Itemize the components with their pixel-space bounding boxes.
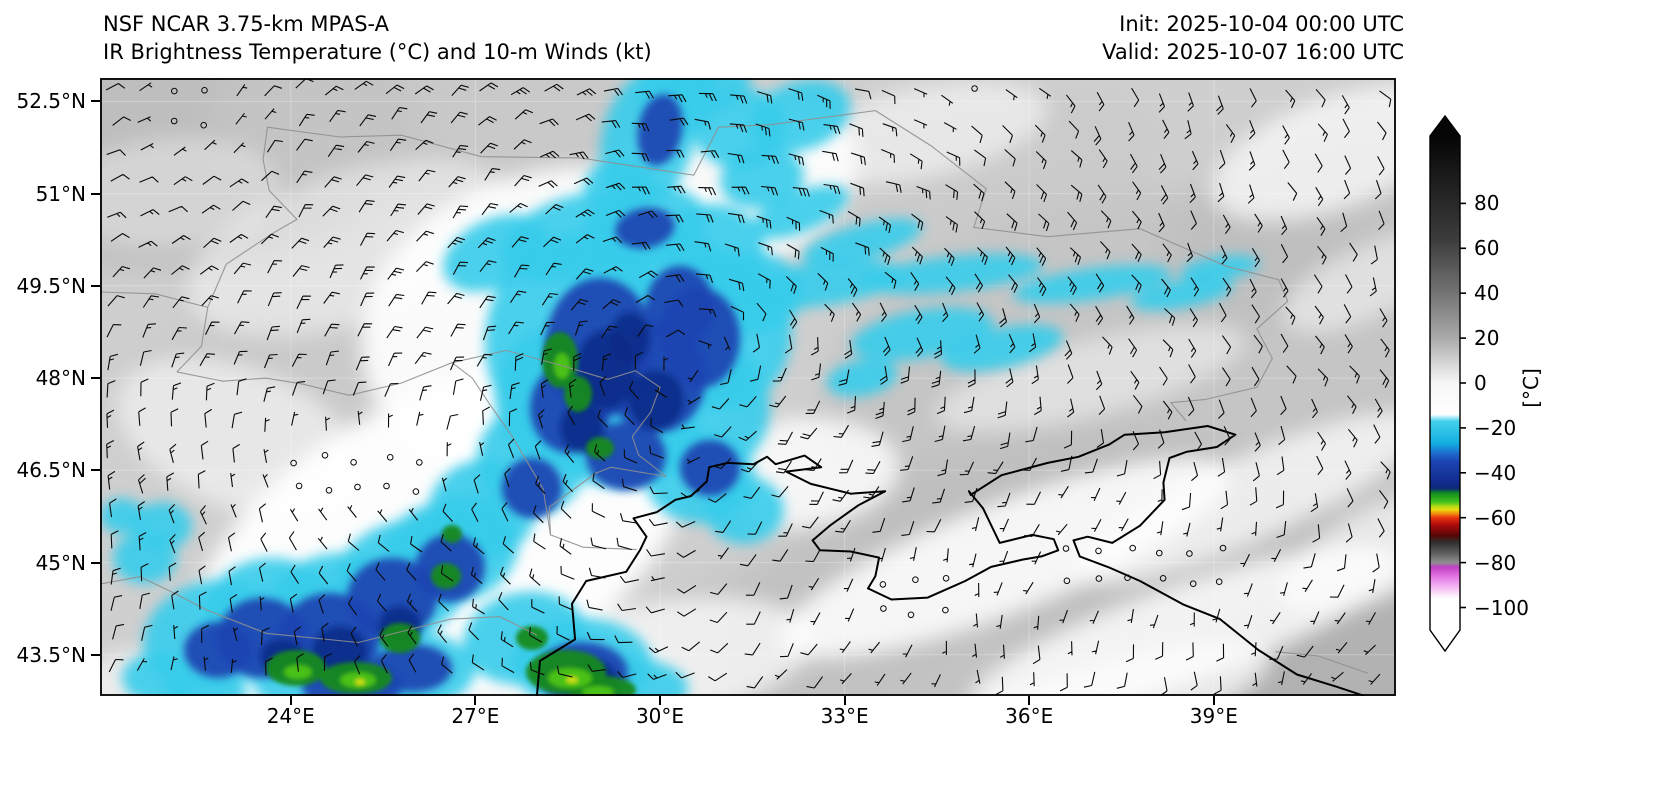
cold-cloud-green-layer [266,332,636,696]
map-canvas [100,78,1396,696]
y-tick [91,561,100,564]
colorbar-tick-label: 80 [1474,191,1500,216]
figure-titles: NSF NCAR 3.75-km MPAS-A IR Brightness Te… [103,10,652,66]
colorbar [1428,110,1472,670]
colorbar-tick-label: 40 [1474,281,1500,306]
x-tick-label: 27°E [451,704,500,728]
y-tick [91,377,100,380]
y-tick-label: 45°N [35,550,86,575]
y-tick-label: 48°N [35,366,86,391]
colorbar-tick-label: −60 [1474,505,1517,530]
y-tick-label: 49.5°N [16,273,87,298]
colorbar-unit-label: [°C] [1519,368,1543,408]
y-tick-label: 43.5°N [16,642,87,667]
valid-time: Valid: 2025-10-07 16:00 UTC [1102,40,1404,64]
model-title: NSF NCAR 3.75-km MPAS-A [103,12,390,36]
figure-times: Init: 2025-10-04 00:00 UTC Valid: 2025-1… [1002,10,1404,66]
map-panel [100,78,1396,696]
wind-barbs-layer [105,78,1392,696]
map-frame [100,78,1396,696]
x-tick-label: 24°E [266,704,315,728]
x-tick [843,696,846,705]
x-tick [289,696,292,705]
colorbar-tick-label: −100 [1474,595,1529,620]
y-tick [91,284,100,287]
init-time: Init: 2025-10-04 00:00 UTC [1119,12,1404,36]
y-tick [91,192,100,195]
y-tick-label: 52.5°N [16,89,87,114]
y-tick [91,653,100,656]
y-tick-label: 46.5°N [16,458,87,483]
colorbar-tick-label: −20 [1474,415,1517,440]
x-tick-label: 33°E [820,704,869,728]
colorbar-canvas [1429,114,1466,653]
colorbar-tick-label: −40 [1474,460,1517,485]
colorbar-tick-label: −80 [1474,550,1517,575]
country-borders-layer [100,110,1368,674]
field-title: IR Brightness Temperature (°C) and 10-m … [103,40,652,64]
y-tick [91,100,100,103]
x-tick [474,696,477,705]
x-tick-label: 36°E [1005,704,1054,728]
colorbar-tick-label: 60 [1474,236,1500,261]
x-tick [1212,696,1215,705]
colorbar-tick-label: 0 [1474,371,1487,395]
x-tick [1028,696,1031,705]
colorbar-tick-label: 20 [1474,326,1500,351]
x-tick-label: 30°E [635,704,685,728]
y-tick-label: 51°N [35,181,86,206]
x-tick [659,696,661,705]
coastline-layer [535,425,1365,696]
y-tick [91,469,100,472]
x-tick-label: 39°E [1189,704,1238,728]
